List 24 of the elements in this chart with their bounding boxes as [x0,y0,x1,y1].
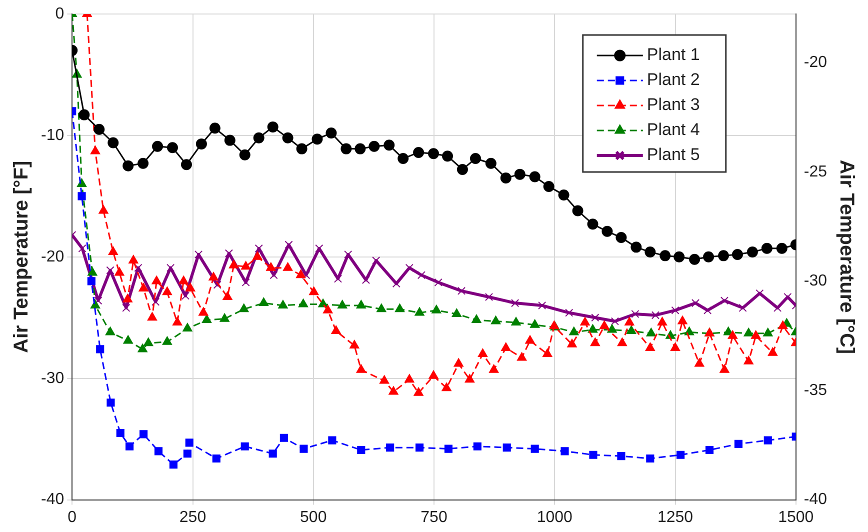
legend-label: Plant 2 [646,70,700,90]
y-tick-label: 0 [55,5,64,22]
y2-tick-label: -40 [804,491,828,508]
x-tick-label: 250 [179,508,206,526]
y-tick-label: -40 [41,491,64,508]
x-tick-label: 0 [68,508,77,526]
legend-label: Plant 1 [646,45,700,64]
y2-tick-label: -25 [804,163,828,180]
y-axis-title: Air Temperature [°F] [10,160,33,353]
y2-axis-title: Air Temperature [°C] [835,160,858,354]
x-tick-label: 500 [300,508,327,526]
x-tick-label: 1500 [778,508,814,526]
legend-label: Plant 4 [646,120,700,140]
y-tick-label: -10 [41,126,64,144]
y2-tick-label: -30 [804,272,828,290]
legend-label: Plant 5 [646,145,700,164]
y2-tick-label: -35 [804,382,828,399]
x-tick-label: 750 [420,508,448,526]
y-tick-label: -20 [41,248,64,266]
y2-tick-label: -20 [804,54,828,71]
legend-label: Plant 3 [646,95,700,114]
x-tick-label: 1000 [536,508,573,526]
y-tick-label: -30 [41,370,64,387]
x-tick-label: 1250 [657,508,694,526]
